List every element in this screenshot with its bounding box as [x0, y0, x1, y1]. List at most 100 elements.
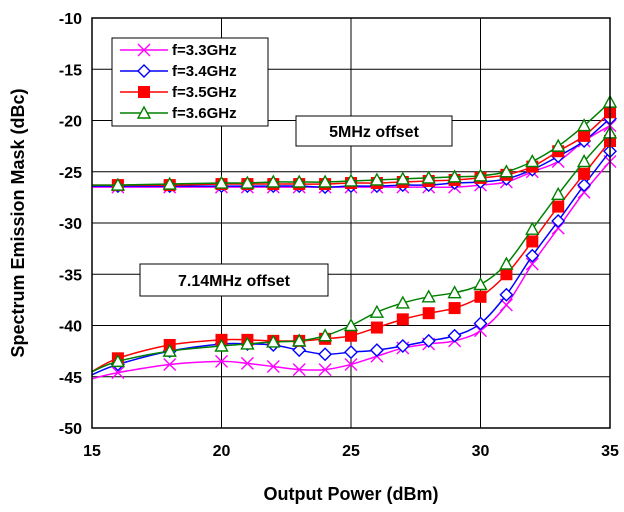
- y-tick-label: -25: [59, 165, 82, 182]
- data-point: [473, 316, 488, 331]
- data-point: [343, 318, 359, 332]
- legend-label: f=3.5GHz: [172, 84, 237, 101]
- data-point: [525, 221, 540, 235]
- data-point: [499, 164, 514, 178]
- data-point: [344, 345, 358, 360]
- annotation-5mhz-label: 5MHz offset: [329, 124, 419, 141]
- x-tick-label: 20: [213, 443, 231, 460]
- data-point: [525, 257, 539, 271]
- plot-frame: [91, 17, 611, 429]
- data-point: [473, 168, 488, 182]
- data-point: [551, 221, 565, 235]
- legend-box: [111, 37, 269, 127]
- data-point: [214, 175, 229, 189]
- series-layer: [91, 94, 618, 380]
- data-point: [577, 178, 592, 193]
- data-point: [421, 289, 436, 303]
- y-tick-label: -20: [59, 114, 82, 131]
- y-tick-label: -10: [59, 11, 82, 28]
- data-point: [499, 287, 514, 302]
- data-point: [551, 213, 566, 228]
- data-point: [110, 353, 126, 368]
- data-point: [345, 329, 357, 342]
- y-tick-label: -15: [59, 62, 82, 79]
- annotation-5mhz: 5MHz offset: [295, 115, 453, 147]
- x-tick-label: 35: [601, 443, 619, 460]
- data-point: [215, 354, 228, 368]
- data-point: [162, 176, 177, 190]
- data-point: [162, 343, 177, 357]
- data-point: [240, 175, 255, 189]
- data-point: [447, 169, 462, 183]
- y-tick-label: -50: [59, 421, 82, 438]
- x-tick-label: 15: [83, 443, 101, 460]
- data-point: [448, 302, 461, 315]
- legend-label: f=3.4GHz: [172, 63, 237, 80]
- annotation-714mhz-label: 7.14MHz offset: [178, 273, 291, 290]
- legend-marker: [137, 64, 151, 78]
- data-point: [525, 154, 540, 168]
- data-point: [370, 321, 383, 334]
- data-point: [447, 285, 462, 299]
- data-point: [266, 360, 280, 373]
- y-axis-title: Spectrum Emission Mask (dBc): [8, 88, 28, 357]
- legend-label: f=3.6GHz: [172, 105, 237, 122]
- data-point: [240, 356, 254, 370]
- x-tick-label: 25: [342, 443, 360, 460]
- data-point: [292, 333, 307, 347]
- data-point: [318, 363, 332, 377]
- x-axis-title: Output Power (dBm): [264, 484, 439, 504]
- data-point: [214, 338, 229, 352]
- data-point: [111, 366, 125, 380]
- data-point: [473, 277, 488, 291]
- data-point: [292, 174, 307, 188]
- data-point: [421, 333, 436, 348]
- data-point: [552, 200, 565, 213]
- data-point: [526, 235, 539, 248]
- data-point: [266, 334, 281, 348]
- legend-item: f=3.4GHz: [120, 63, 237, 80]
- legend-marker: [136, 105, 152, 119]
- data-point: [292, 343, 307, 358]
- data-point: [576, 118, 592, 132]
- data-point: [344, 357, 358, 371]
- legend-item: f=3.5GHz: [120, 84, 237, 101]
- y-tick-label: -35: [59, 267, 82, 284]
- data-point: [578, 167, 591, 180]
- data-point: [292, 363, 306, 377]
- data-point: [499, 256, 514, 270]
- y-tick-label: -45: [59, 370, 82, 387]
- data-point: [578, 129, 591, 142]
- legend-marker: [137, 43, 151, 57]
- legend: f=3.3GHz f=3.4GHz f=3.5GHz f=3.6GHz: [111, 37, 269, 127]
- data-point: [395, 171, 410, 185]
- data-point: [551, 186, 566, 200]
- data-point: [266, 174, 281, 188]
- data-point: [577, 185, 591, 199]
- data-point: [395, 339, 410, 353]
- annotation-5mhz-box: [295, 115, 453, 147]
- data-point: [500, 268, 513, 281]
- data-point: [318, 347, 333, 362]
- data-point: [395, 295, 410, 309]
- data-point: [240, 336, 255, 350]
- x-tick-label: 30: [472, 443, 490, 460]
- data-point: [317, 174, 333, 188]
- annotation-714mhz: 7.14MHz offset: [139, 263, 329, 297]
- series-f=3.6GHz: [91, 94, 618, 373]
- legend-label: f=3.3GHz: [172, 42, 237, 59]
- data-point: [421, 170, 436, 184]
- data-point: [422, 307, 435, 320]
- legend-item: f=3.6GHz: [120, 105, 237, 122]
- data-point: [343, 173, 359, 187]
- data-point: [474, 290, 487, 303]
- legend-marker: [138, 86, 150, 98]
- data-point: [369, 172, 385, 186]
- y-tick-label: -40: [59, 319, 82, 336]
- data-point: [447, 328, 462, 343]
- data-point: [576, 154, 592, 168]
- legend-item: f=3.3GHz: [120, 42, 237, 59]
- data-point: [551, 138, 566, 152]
